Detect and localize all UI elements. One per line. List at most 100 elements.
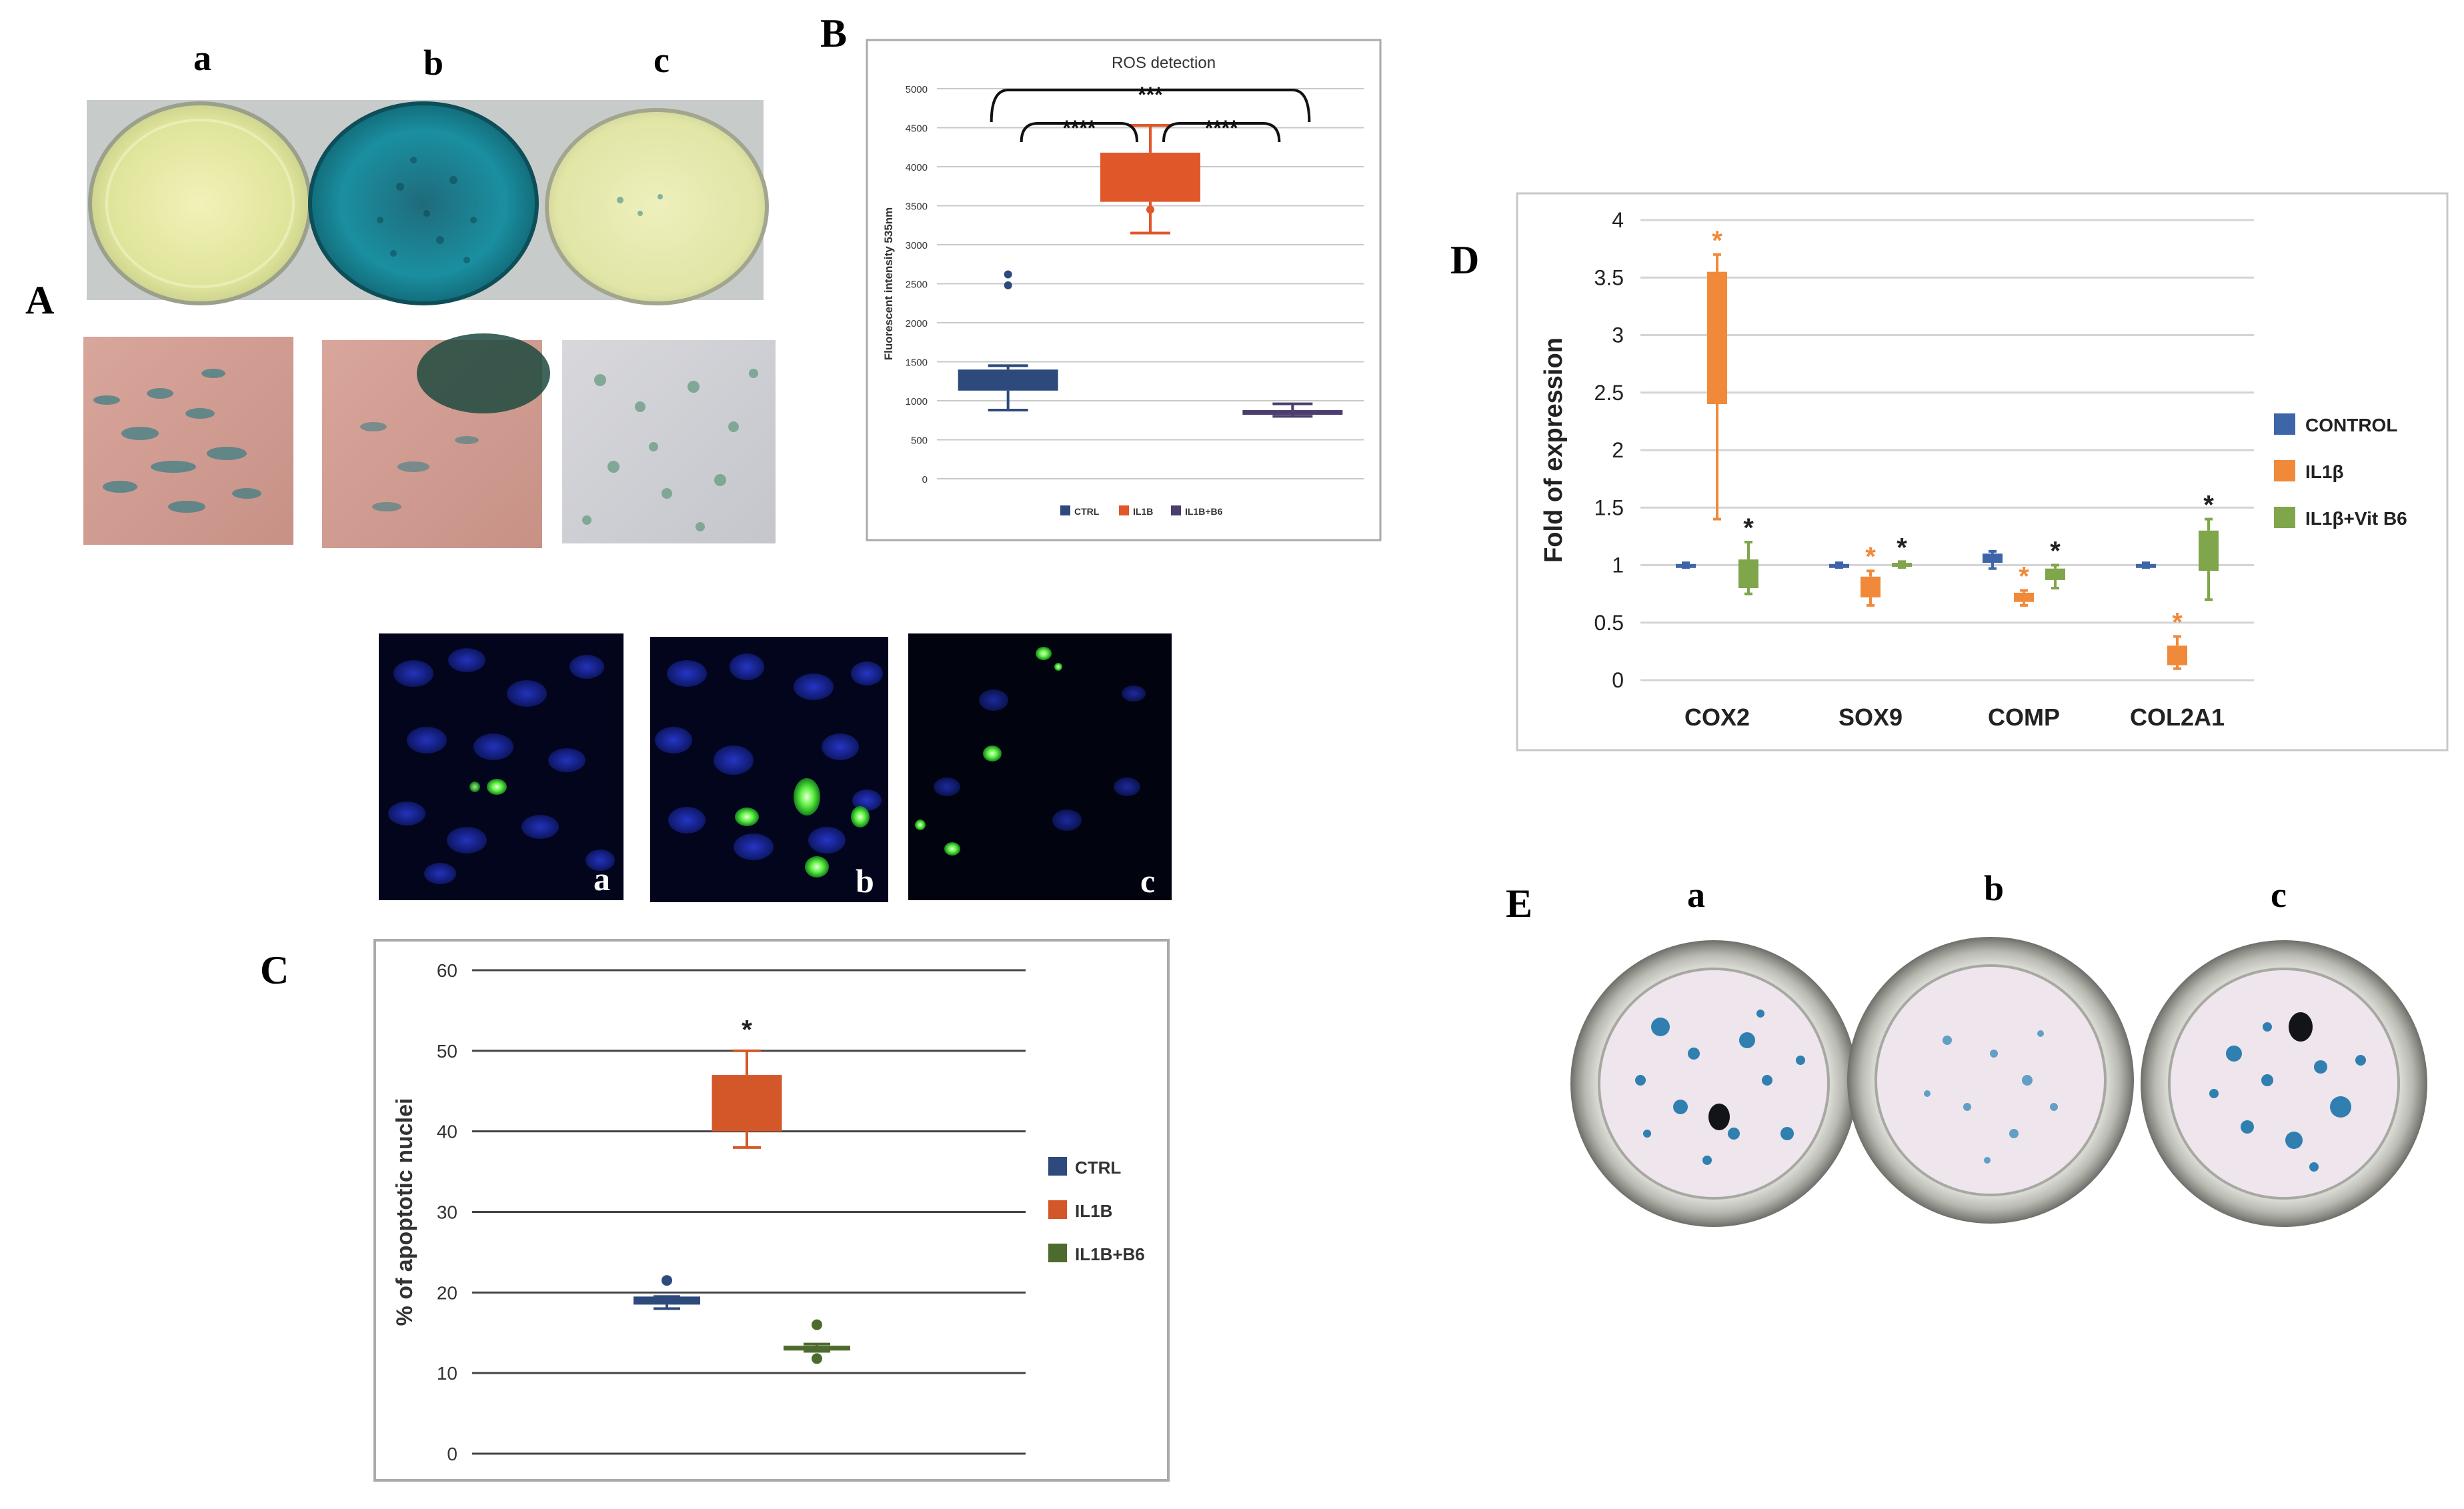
chart-c-ytick-label: 40 (437, 1122, 457, 1142)
panel-c-images: a b (379, 633, 1172, 902)
chart-b-ytick-label: 2500 (906, 279, 928, 291)
chart-c-significance-label: * (742, 1016, 752, 1045)
chart-d-legend-swatch (2274, 413, 2295, 435)
chart-b-box-1-box (1100, 152, 1200, 202)
chart-b-box-0-box (958, 369, 1058, 391)
chart-c: 0 10 20 30 40 50 60 % of apoptotic nuclei * CTRL I… (392, 960, 1145, 1464)
chart-d-ytick-label: 2 (1612, 438, 1624, 462)
chart-c-ylabel: % of apoptotic nuclei (392, 1098, 417, 1326)
chart-b-box-2 (1242, 402, 1343, 418)
chart-b-outlier (1146, 166, 1154, 175)
chart-d-legend-swatch (2274, 460, 2295, 481)
chart-d-box-1-2-box (1892, 563, 1912, 567)
chart-d-ytick-label: 0 (1612, 668, 1624, 692)
chart-c-legend-label: CTRL (1075, 1158, 1121, 1178)
chart-b-outlier (1146, 205, 1154, 214)
fluorescence-sublabel-c: c (1140, 862, 1155, 900)
chart-b-ytick-label: 0 (922, 474, 928, 485)
chart-d-significance-label: * (1865, 542, 1876, 571)
chart-d: 0 0.5 1 1.5 2 2.5 3 3.5 4 Fold of expression COX2 S… (1540, 208, 2407, 731)
chart-d-box-3-2-box (2199, 530, 2219, 571)
chart-b-legend-label: IL1B (1133, 506, 1153, 517)
chart-d-category-label: COL2A1 (2130, 703, 2225, 731)
chart-b-significance-label: **** (1062, 116, 1096, 140)
chart-c-box-1-box (712, 1075, 782, 1132)
panel-a-sublabel-c: c (654, 40, 670, 80)
fluorescence-image-b: b (650, 637, 888, 902)
panel-label-a: A (25, 278, 54, 322)
chart-c-legend-swatch (1048, 1200, 1067, 1219)
chart-d-box-3-1 (2167, 635, 2187, 670)
chart-d-legend-label: CONTROL (2305, 415, 2397, 435)
chart-d-box-0-1 (1707, 253, 1727, 521)
chart-d-box-3-1-box (2167, 645, 2187, 665)
chart-d-box-0-2-box (1738, 559, 1758, 588)
chart-d-box-0-2 (1738, 541, 1758, 595)
chart-c-legend-label: IL1B+B6 (1075, 1244, 1145, 1264)
chart-d-box-3-0-box (2136, 563, 2156, 568)
chart-c-ytick-label: 0 (447, 1444, 457, 1464)
chart-d-box-2-2 (2045, 563, 2065, 589)
chart-c-outlier (662, 1275, 672, 1286)
fluorescence-image-c: c (908, 633, 1172, 900)
chart-c-legend-swatch (1048, 1157, 1067, 1176)
chart-d-ytick-label: 1.5 (1594, 495, 1624, 519)
chart-d-box-3-0 (2136, 561, 2156, 569)
petri-dish-photo (87, 100, 769, 305)
panel-label-c: C (260, 948, 289, 992)
chart-b-significance-bracket (1020, 122, 1138, 143)
fluorescence-sublabel-b: b (856, 862, 874, 900)
chart-c-box-0 (634, 1295, 700, 1310)
chart-d-legend-label: IL1β (2305, 461, 2344, 482)
chart-b-ytick-label: 1000 (906, 396, 928, 407)
chart-d-significance-label: * (2019, 561, 2029, 591)
chart-c-ytick-label: 50 (437, 1041, 457, 1062)
chart-d-ytick-label: 2.5 (1594, 381, 1624, 405)
chart-b-box-0 (958, 364, 1058, 412)
dish-a (88, 101, 312, 305)
chart-d-ytick-label: 4 (1612, 208, 1624, 232)
dish-c (545, 108, 769, 305)
chart-b-significance-bracket (1162, 122, 1281, 143)
chart-b-ytick-label: 4500 (906, 123, 928, 135)
chart-b-legend-swatch (1119, 505, 1129, 515)
well-b (1847, 937, 2134, 1224)
panel-e-sublabel-b: b (1984, 868, 2004, 908)
chart-d-box-0-0 (1676, 561, 1696, 569)
panel-label-b: B (820, 11, 847, 55)
panel-e-sublabel-c: c (2271, 875, 2287, 915)
chart-c-frame (373, 939, 1170, 1482)
panel-a-sublabel-a: a (193, 38, 211, 78)
chart-c-ytick-label: 30 (437, 1202, 457, 1223)
panel-e: E a b c (1506, 868, 2427, 1227)
chart-d-box-1-1 (1861, 569, 1881, 607)
chart-b: ROS detection 0 500 1000 1500 2000 2500 3000 350… (882, 54, 1364, 517)
chart-d-ytick-label: 3 (1612, 323, 1624, 347)
chart-d-box-1-1-box (1861, 576, 1881, 597)
chart-d-category-label: COX2 (1684, 703, 1750, 731)
chart-d-legend-label: IL1β+Vit B6 (2305, 508, 2407, 529)
chart-b-ytick-label: 2000 (906, 318, 928, 329)
chart-d-significance-label: * (2050, 537, 2061, 566)
chart-c-outlier (812, 1319, 822, 1330)
chart-d-significance-label: * (1897, 533, 1907, 562)
dish-b (308, 101, 539, 305)
micrograph-a (83, 337, 293, 545)
panel-b: B ROS detection 0 500 1000 1500 2000 2500 3000 3… (820, 11, 1382, 541)
chart-b-ytick-label: 5000 (906, 84, 928, 95)
chart-c-legend-swatch (1048, 1244, 1067, 1262)
panel-e-sublabel-a: a (1687, 875, 1705, 915)
chart-d-box-0-0-box (1676, 563, 1696, 568)
chart-d-box-1-0 (1829, 561, 1849, 569)
fluorescence-image-a: a (379, 633, 624, 900)
chart-c-box-0-box (634, 1296, 700, 1305)
chart-b-significance-label: *** (1138, 83, 1163, 107)
chart-d-box-2-2-box (2045, 568, 2065, 580)
chart-d-box-2-1-box (2014, 592, 2034, 602)
chart-c-ytick-label: 10 (437, 1363, 457, 1384)
chart-c-ytick-label: 60 (437, 960, 457, 981)
panel-label-e: E (1506, 882, 1532, 926)
chart-b-ytick-label: 3000 (906, 240, 928, 251)
chart-b-significance-label: **** (1205, 116, 1238, 140)
chart-b-title: ROS detection (1112, 54, 1216, 72)
